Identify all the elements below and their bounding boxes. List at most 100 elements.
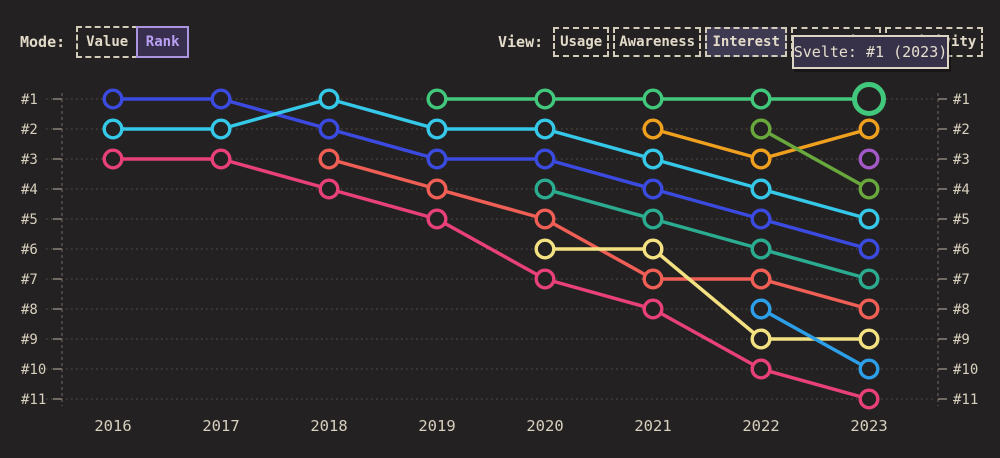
series-line-olive — [759, 127, 871, 191]
data-point-olive-2022[interactable] — [750, 118, 772, 140]
y-tick-right: #5 — [953, 212, 970, 228]
data-point-pink-2023[interactable] — [858, 388, 880, 410]
y-tick-left: #8 — [21, 302, 38, 318]
series-line-pink — [111, 157, 871, 401]
data-point-svelte-2020[interactable] — [534, 88, 556, 110]
series-line-teal — [543, 187, 871, 281]
data-point-blue-2023[interactable] — [858, 238, 880, 260]
data-point-yellow-2020[interactable] — [534, 238, 556, 260]
y-tick-left: #6 — [21, 242, 38, 258]
y-tick-right: #8 — [953, 302, 970, 318]
data-point-yellow-2021[interactable] — [642, 238, 664, 260]
x-tick-year: 2020 — [526, 417, 563, 435]
data-point-pink-2022[interactable] — [750, 358, 772, 380]
data-point-cyan-2021[interactable] — [642, 148, 664, 170]
data-point-olive-2023[interactable] — [858, 178, 880, 200]
view-usage-button[interactable]: Usage — [553, 27, 610, 57]
y-tick-left: #5 — [21, 212, 38, 228]
data-point-cyan-2022[interactable] — [750, 178, 772, 200]
data-point-cyan-2017[interactable] — [210, 118, 232, 140]
data-point-svelte-2021[interactable] — [642, 88, 664, 110]
view-interest-button[interactable]: Interest — [705, 27, 788, 57]
series-line-salmon — [327, 157, 871, 311]
data-point-cyan-2019[interactable] — [426, 118, 448, 140]
y-tick-left: #11 — [21, 392, 46, 408]
data-point-yellow-2023[interactable] — [858, 328, 880, 350]
mode-label: Mode: — [20, 33, 66, 51]
data-point-sky-2023[interactable] — [858, 358, 880, 380]
y-tick-right: #10 — [953, 362, 978, 378]
y-tick-left: #9 — [21, 332, 38, 348]
data-point-blue-2019[interactable] — [426, 148, 448, 170]
x-tick-year: 2018 — [310, 417, 347, 435]
view-label: View: — [498, 33, 544, 51]
data-point-salmon-2018[interactable] — [318, 148, 340, 170]
y-tick-right: #4 — [953, 182, 970, 198]
series-line-blue — [111, 97, 871, 251]
data-point-pink-2019[interactable] — [426, 208, 448, 230]
data-point-svelte-2019[interactable] — [426, 88, 448, 110]
x-tick-year: 2019 — [418, 417, 455, 435]
y-tick-right: #6 — [953, 242, 970, 258]
y-tick-left: #10 — [21, 362, 46, 378]
x-tick-year: 2022 — [742, 417, 779, 435]
data-point-teal-2022[interactable] — [750, 238, 772, 260]
data-point-orange-2023[interactable] — [858, 118, 880, 140]
x-tick-year: 2016 — [94, 417, 131, 435]
data-point-blue-2022[interactable] — [750, 208, 772, 230]
data-point-pink-2021[interactable] — [642, 298, 664, 320]
series-markers — [102, 82, 886, 410]
data-point-salmon-2020[interactable] — [534, 208, 556, 230]
x-tick-year: 2017 — [202, 417, 239, 435]
y-tick-right: #3 — [953, 152, 970, 168]
data-point-sky-2022[interactable] — [750, 298, 772, 320]
y-tick-left: #2 — [21, 122, 38, 138]
data-point-blue-2021[interactable] — [642, 178, 664, 200]
data-point-blue-2017[interactable] — [210, 88, 232, 110]
y-tick-right: #11 — [953, 392, 978, 408]
data-point-salmon-2023[interactable] — [858, 298, 880, 320]
view-awareness-button[interactable]: Awareness — [613, 27, 702, 57]
mode-toggle: Mode: Value Rank — [20, 26, 190, 58]
data-point-blue-2018[interactable] — [318, 118, 340, 140]
y-axis-left: #1 #2 #3 #4 #5 #6 #7 #8 #9 #10 #11 — [21, 92, 63, 408]
data-point-cyan-2016[interactable] — [102, 118, 124, 140]
data-point-pink-2020[interactable] — [534, 268, 556, 290]
y-tick-right: #9 — [953, 332, 970, 348]
mode-rank-button[interactable]: Rank — [136, 26, 190, 58]
data-point-cyan-2018[interactable] — [318, 88, 340, 110]
data-point-teal-2020[interactable] — [534, 178, 556, 200]
data-point-salmon-2022[interactable] — [750, 268, 772, 290]
series-line-sky — [759, 307, 871, 371]
tooltip: Svelte: #1 (2023) — [792, 35, 949, 69]
data-point-svelte-2022[interactable] — [750, 88, 772, 110]
data-point-pink-2016[interactable] — [102, 148, 124, 170]
data-point-blue-2020[interactable] — [534, 148, 556, 170]
data-point-orange-2022[interactable] — [750, 148, 772, 170]
y-tick-left: #1 — [21, 92, 38, 108]
data-point-salmon-2021[interactable] — [642, 268, 664, 290]
x-tick-year: 2021 — [634, 417, 671, 435]
y-tick-left: #7 — [21, 272, 38, 288]
data-point-teal-2021[interactable] — [642, 208, 664, 230]
data-point-svelte-2023[interactable] — [852, 82, 886, 116]
data-point-yellow-2022[interactable] — [750, 328, 772, 350]
data-point-salmon-2019[interactable] — [426, 178, 448, 200]
y-tick-right: #2 — [953, 122, 970, 138]
y-tick-left: #3 — [21, 152, 38, 168]
data-point-cyan-2023[interactable] — [858, 208, 880, 230]
series-lines — [111, 97, 871, 401]
series-line-cyan — [111, 97, 871, 221]
data-point-pink-2018[interactable] — [318, 178, 340, 200]
data-point-blue-2016[interactable] — [102, 88, 124, 110]
data-point-purple-2023[interactable] — [858, 148, 880, 170]
y-tick-right: #7 — [953, 272, 970, 288]
data-point-teal-2023[interactable] — [858, 268, 880, 290]
data-point-pink-2017[interactable] — [210, 148, 232, 170]
data-point-cyan-2020[interactable] — [534, 118, 556, 140]
x-tick-year: 2023 — [850, 417, 887, 435]
y-tick-left: #4 — [21, 182, 38, 198]
data-point-orange-2021[interactable] — [642, 118, 664, 140]
